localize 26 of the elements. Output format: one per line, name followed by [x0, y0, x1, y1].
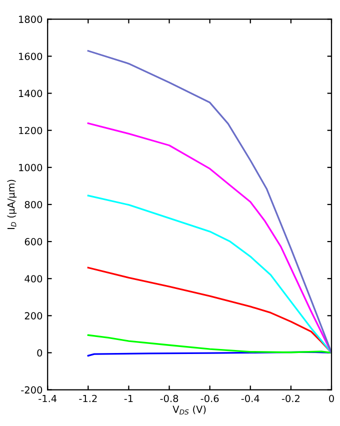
- y-tick-label: 600: [24, 238, 42, 246]
- y-axis-title: I$_{D}$ (μA/μm): [7, 180, 17, 229]
- y-tick-label: 1400: [19, 90, 42, 98]
- y-tick-label: -200: [21, 386, 42, 394]
- y-tick-label: 1200: [19, 126, 42, 134]
- line-series: [87, 334, 332, 354]
- x-tick-label: -1.4: [38, 394, 57, 402]
- y-tick-label: 1000: [19, 164, 42, 172]
- y-tick-label: 0: [37, 349, 42, 357]
- x-axis-title: V$_{DS}$ (V): [172, 405, 206, 415]
- x-tick-label: -0.6: [200, 394, 219, 402]
- y-tick-label: 800: [24, 200, 42, 208]
- line-series: [87, 122, 332, 354]
- x-tick-label: -1.2: [79, 394, 97, 402]
- x-tick-label: -0.4: [241, 394, 260, 402]
- y-tick-label: 1800: [19, 16, 42, 23]
- x-tick-label: -0.2: [282, 394, 300, 402]
- line-series: [87, 266, 332, 354]
- line-series: [87, 194, 332, 354]
- y-tick-label: 200: [24, 312, 42, 320]
- line-series: [87, 50, 332, 354]
- y-tick-label: 1600: [19, 52, 42, 60]
- x-tick-label: 0: [329, 394, 334, 402]
- x-tick-label: -0.8: [160, 394, 178, 402]
- x-tick-label: -1: [124, 394, 133, 402]
- y-tick-label: 400: [24, 275, 42, 282]
